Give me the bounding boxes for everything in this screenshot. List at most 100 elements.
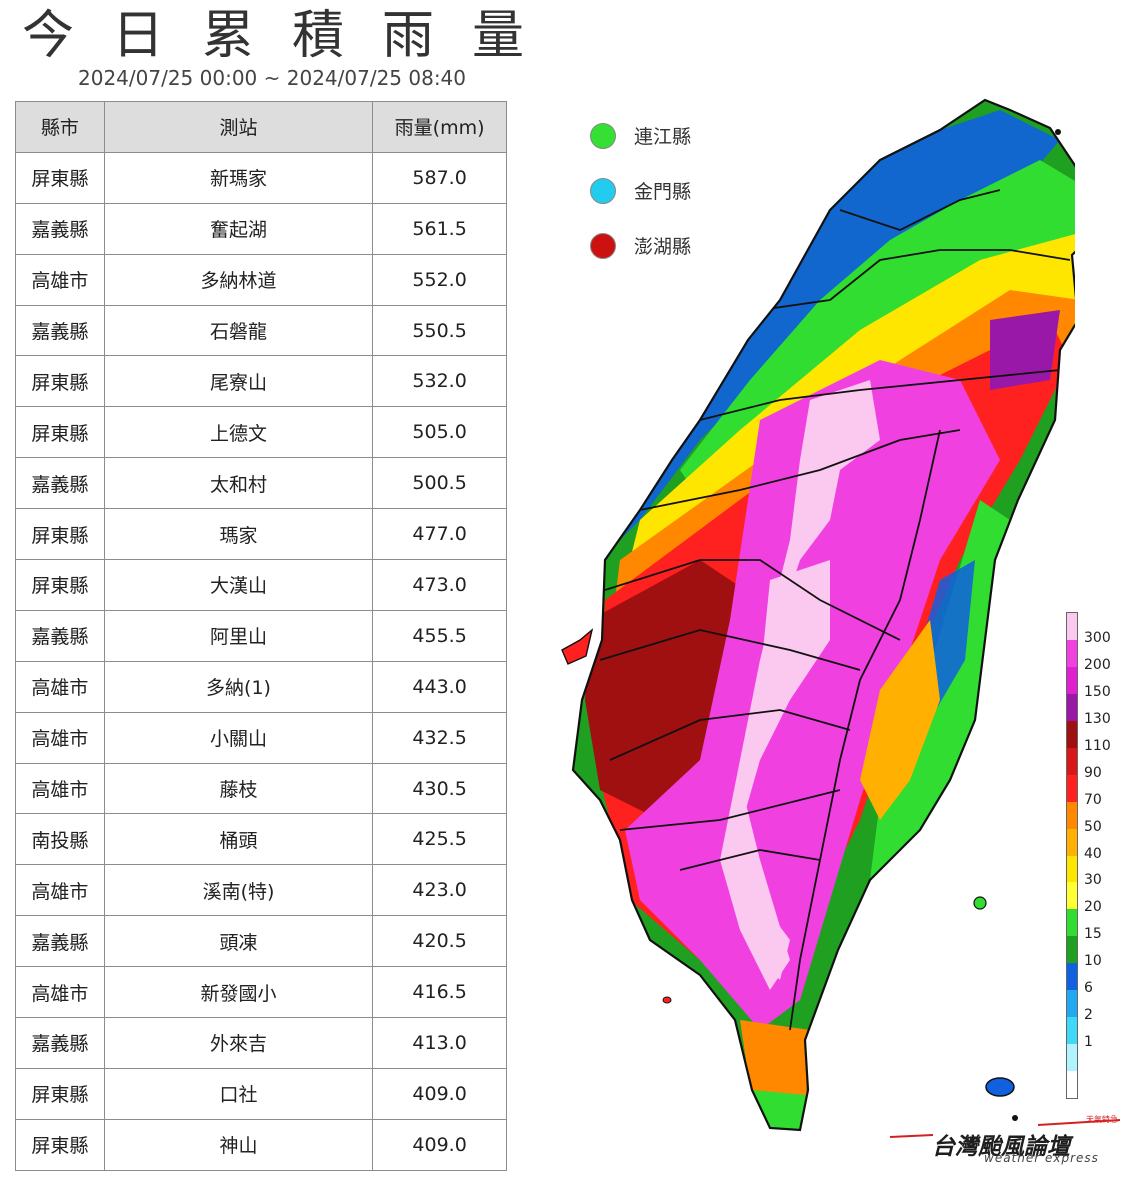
colorbar-label: 20 <box>1084 899 1102 916</box>
page-title: 今日累積雨量 <box>22 6 563 66</box>
logo-swoosh-icon <box>889 1119 1121 1138</box>
station-cell: 桶頭 <box>103 813 374 866</box>
rainfall-cell: 432.5 <box>372 711 507 764</box>
table-row: 嘉義縣 阿里山 455.5 <box>15 609 507 662</box>
lienchiang-label: 連江縣 <box>634 126 692 148</box>
table-row: 高雄市 溪南(特) 423.0 <box>15 864 507 917</box>
header-station: 測站 <box>103 101 374 153</box>
county-cell: 高雄市 <box>15 660 105 713</box>
table-row: 屏東縣 口社 409.0 <box>15 1067 507 1120</box>
colorbar-segment <box>1067 909 1077 937</box>
station-cell: 多納(1) <box>103 660 374 713</box>
station-cell: 新發國小 <box>103 966 374 1019</box>
rainfall-cell: 413.0 <box>372 1017 507 1069</box>
station-cell: 上德文 <box>103 406 374 459</box>
table-row: 高雄市 多納林道 552.0 <box>15 253 507 306</box>
county-cell: 高雄市 <box>15 711 105 764</box>
table-row: 高雄市 新發國小 416.5 <box>15 966 507 1019</box>
rainfall-cell: 423.0 <box>372 864 507 917</box>
station-cell: 多納林道 <box>103 253 374 306</box>
colorbar-label: 150 <box>1084 683 1111 700</box>
county-cell: 高雄市 <box>15 864 105 917</box>
colorbar-segment <box>1067 747 1077 776</box>
rainfall-cell: 420.5 <box>372 915 507 968</box>
colorbar-segment <box>1067 1017 1077 1045</box>
station-cell: 尾寮山 <box>103 355 374 408</box>
logo-name: 台灣颱風論壇 <box>932 1134 1070 1160</box>
county-cell: 嘉義縣 <box>15 304 105 357</box>
colorbar-segment <box>1067 855 1077 883</box>
colorbar-label: 200 <box>1084 656 1111 673</box>
colorbar-segment <box>1067 774 1077 803</box>
colorbar-segment <box>1067 801 1077 830</box>
station-cell: 瑪家 <box>103 508 374 561</box>
colorbar-segment <box>1067 1044 1077 1072</box>
rainfall-cell: 550.5 <box>372 304 507 357</box>
colorbar-label: 10 <box>1084 953 1102 970</box>
rainfall-table: 縣市 測站 雨量(mm) 屏東縣 新瑪家 587.0 嘉義縣 奮起湖 561.5 高雄市 多納… <box>15 101 507 1171</box>
county-cell: 嘉義縣 <box>15 202 105 255</box>
taiwan-rainfall-map <box>561 98 1075 1132</box>
county-cell: 屏東縣 <box>15 508 105 561</box>
station-cell: 小關山 <box>103 711 374 764</box>
station-cell: 口社 <box>103 1067 374 1120</box>
county-cell: 嘉義縣 <box>15 1017 105 1069</box>
table-row: 嘉義縣 太和村 500.5 <box>15 457 507 510</box>
station-cell: 太和村 <box>103 457 374 510</box>
table-row: 嘉義縣 奮起湖 561.5 <box>15 202 507 255</box>
logo-english: weather express <box>984 1151 1099 1165</box>
rainfall-colorbar <box>1066 612 1078 1099</box>
rainfall-cell: 500.5 <box>372 457 507 510</box>
rainfall-cell: 561.5 <box>372 202 507 255</box>
colorbar-segment <box>1067 639 1077 668</box>
colorbar-segment <box>1067 1071 1077 1099</box>
colorbar-label: 50 <box>1084 818 1102 835</box>
rainfall-cell: 443.0 <box>372 660 507 713</box>
rainfall-cell: 409.0 <box>372 1118 507 1171</box>
colorbar-label: 1 <box>1084 1034 1093 1051</box>
rainfall-cell: 409.0 <box>372 1067 507 1120</box>
colorbar-label: 2 <box>1084 1007 1093 1024</box>
colorbar-segment <box>1067 666 1077 695</box>
legend-item-penghu: 澎湖縣 <box>590 218 691 273</box>
colorbar-label: 6 <box>1084 980 1093 997</box>
header-rainfall: 雨量(mm) <box>372 101 507 153</box>
penghu-dot <box>590 232 616 259</box>
county-cell: 屏東縣 <box>15 1118 105 1171</box>
county-cell: 高雄市 <box>15 966 105 1019</box>
rainfall-cell: 430.5 <box>372 762 507 815</box>
county-cell: 屏東縣 <box>15 151 105 204</box>
colorbar-label: 15 <box>1084 926 1102 943</box>
legend-item-kinmen: 金門縣 <box>590 163 691 218</box>
county-cell: 嘉義縣 <box>15 457 105 510</box>
colorbar-segment <box>1067 613 1077 641</box>
table-row: 高雄市 多納(1) 443.0 <box>15 660 507 713</box>
table-row: 高雄市 小關山 432.5 <box>15 711 507 764</box>
table-header-row: 縣市 測站 雨量(mm) <box>15 101 507 153</box>
county-cell: 嘉義縣 <box>15 609 105 662</box>
station-cell: 溪南(特) <box>103 864 374 917</box>
table-row: 屏東縣 神山 409.0 <box>15 1118 507 1171</box>
penghu-label: 澎湖縣 <box>634 236 692 258</box>
table-row: 屏東縣 上德文 505.0 <box>15 406 507 459</box>
station-cell: 奮起湖 <box>103 202 374 255</box>
station-cell: 新瑪家 <box>103 151 374 204</box>
county-cell: 南投縣 <box>15 813 105 866</box>
table-row: 屏東縣 尾寮山 532.0 <box>15 355 507 408</box>
rainfall-cell: 587.0 <box>372 151 507 204</box>
time-range: 2024/07/25 00:00 ~ 2024/07/25 08:40 <box>78 66 467 90</box>
table-row: 嘉義縣 石磐龍 550.5 <box>15 304 507 357</box>
table-row: 屏東縣 瑪家 477.0 <box>15 508 507 561</box>
county-cell: 屏東縣 <box>15 355 105 408</box>
county-cell: 屏東縣 <box>15 1067 105 1120</box>
station-cell: 大漢山 <box>103 559 374 611</box>
colorbar-segment <box>1067 990 1077 1018</box>
lienchiang-dot <box>590 122 616 149</box>
rainfall-cell: 505.0 <box>372 406 507 459</box>
table-row: 嘉義縣 外來吉 413.0 <box>15 1017 507 1069</box>
county-cell: 嘉義縣 <box>15 915 105 968</box>
kinmen-label: 金門縣 <box>634 181 692 203</box>
station-cell: 神山 <box>103 1118 374 1171</box>
rainfall-cell: 455.5 <box>372 609 507 662</box>
colorbar-segment <box>1067 828 1077 856</box>
